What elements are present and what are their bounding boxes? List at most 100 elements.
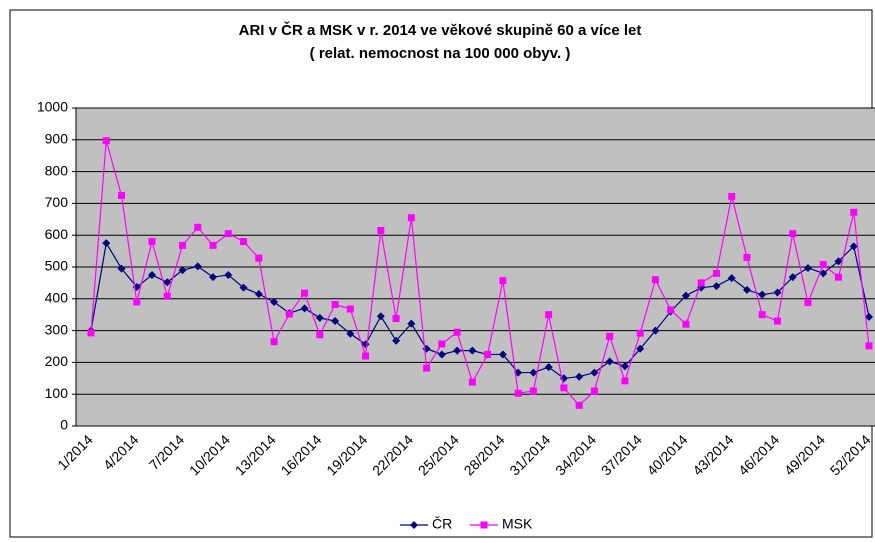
line-marker (148, 270, 157, 279)
y-tick-label: 100 (45, 385, 69, 401)
legend-label: ČR (432, 516, 452, 532)
line-marker (651, 276, 659, 284)
line-marker (133, 298, 141, 306)
line-marker (575, 401, 583, 409)
y-tick-label: 0 (60, 417, 68, 433)
line-marker (438, 340, 446, 348)
line-marker (590, 387, 598, 395)
line-marker (636, 344, 645, 353)
line-marker (240, 238, 248, 246)
line-marker (819, 260, 827, 268)
line-marker (545, 311, 553, 319)
line-marker (239, 283, 248, 292)
line-marker (331, 301, 339, 309)
y-tick-label: 400 (45, 290, 69, 306)
line-marker (560, 384, 568, 392)
line-marker (575, 372, 584, 381)
line-marker (743, 253, 751, 261)
y-tick-label: 800 (45, 162, 69, 178)
line-marker (865, 342, 873, 350)
legend-marker (410, 521, 418, 529)
line-marker (163, 292, 171, 300)
line-marker (681, 291, 690, 300)
line-marker (117, 264, 126, 273)
series-line (90, 241, 870, 379)
y-tick-label: 200 (45, 353, 69, 369)
line-marker (255, 254, 263, 262)
line-marker (118, 191, 126, 199)
line-marker (362, 352, 370, 360)
y-tick-label: 700 (45, 194, 69, 210)
y-tick-label: 1000 (37, 99, 68, 115)
line-marker (87, 329, 95, 337)
line-marker (742, 285, 751, 294)
series-line (90, 140, 870, 407)
line-marker (788, 273, 797, 282)
line-marker (102, 239, 111, 248)
y-tick-label: 300 (45, 321, 69, 337)
line-marker (849, 242, 858, 251)
line-marker (850, 208, 858, 216)
line-marker (590, 368, 599, 377)
line-marker (423, 364, 431, 372)
line-marker (453, 346, 462, 355)
line-marker (300, 304, 309, 313)
line-marker (179, 241, 187, 249)
line-marker (803, 263, 812, 272)
line-marker (224, 270, 233, 279)
line-marker (605, 357, 614, 366)
y-tick-label: 600 (45, 226, 69, 242)
line-marker (712, 282, 721, 291)
line-marker (407, 319, 416, 328)
line-marker (254, 290, 263, 299)
line-marker (697, 279, 705, 287)
line-marker (728, 192, 736, 200)
line-marker (544, 363, 553, 372)
line-marker (376, 312, 385, 321)
line-marker (529, 387, 537, 395)
line-marker (407, 214, 415, 222)
line-marker (606, 332, 614, 340)
line-marker (758, 290, 767, 299)
line-marker (301, 289, 309, 297)
line-marker (620, 362, 629, 371)
line-marker (224, 230, 232, 238)
line-marker (468, 378, 476, 386)
line-marker (453, 328, 461, 336)
line-marker (529, 368, 538, 377)
line-marker (437, 350, 446, 359)
line-marker (834, 273, 842, 281)
legend-marker (480, 521, 488, 529)
line-marker (285, 310, 293, 318)
line-marker (270, 338, 278, 346)
line-marker (773, 288, 782, 297)
line-marker (758, 311, 766, 319)
line-marker (178, 266, 187, 275)
line-marker (499, 277, 507, 285)
line-marker (193, 262, 202, 271)
line-marker (346, 329, 355, 338)
line-marker (667, 306, 675, 314)
line-marker (392, 336, 401, 345)
line-marker (377, 226, 385, 234)
line-marker (727, 274, 736, 283)
line-marker (270, 297, 279, 306)
line-marker (514, 389, 522, 397)
line-marker (194, 223, 202, 231)
line-marker (712, 269, 720, 277)
line-marker (636, 329, 644, 337)
y-tick-label: 500 (45, 258, 69, 274)
line-marker (621, 377, 629, 385)
y-tick-label: 900 (45, 131, 69, 147)
line-marker (498, 350, 507, 359)
line-marker (789, 230, 797, 238)
line-marker (316, 331, 324, 339)
line-marker (346, 305, 354, 313)
line-marker (834, 257, 843, 266)
line-marker (468, 346, 477, 355)
chart-subtitle: ( relat. nemocnost na 100 000 obyv. ) (310, 45, 571, 62)
line-marker (651, 326, 660, 335)
line-marker (102, 137, 110, 145)
chart-title: ARI v ČR a MSK v r. 2014 ve věkové skupi… (239, 21, 642, 39)
